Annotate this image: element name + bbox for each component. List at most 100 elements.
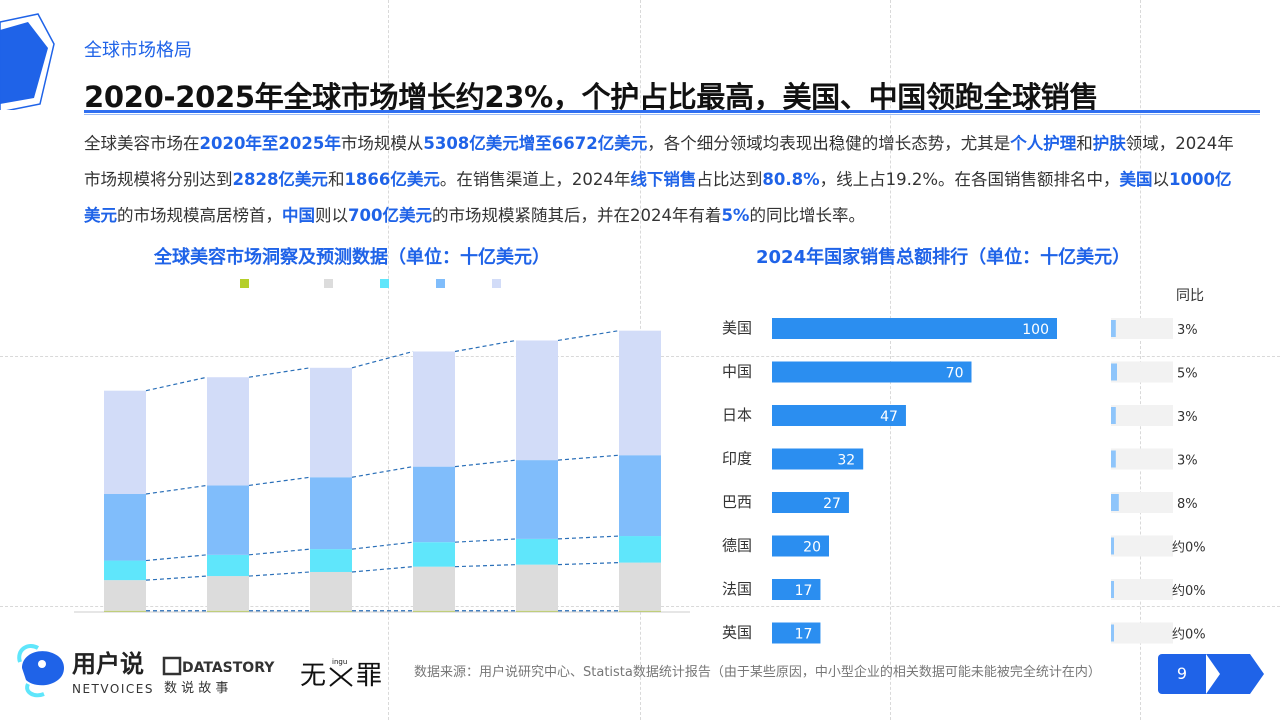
brand-cn: 用户说 — [72, 650, 144, 678]
connector-line — [557, 330, 620, 342]
yoy-bar — [1111, 450, 1116, 468]
summary-text: ，线上占19.2%。在各国销售额排名中， — [819, 170, 1120, 189]
yoy-track — [1111, 622, 1173, 644]
connector-line — [248, 548, 311, 556]
bar-segment-0-3 — [413, 610, 455, 612]
connector-line — [351, 541, 414, 550]
summary-text: 市场规模从 — [340, 134, 424, 153]
summary-text: ，各个细分领域均表现出稳健的增长态势，尤其是 — [647, 134, 1011, 153]
yoy-bar — [1111, 363, 1117, 381]
country-label: 德国 — [722, 537, 752, 555]
country-value-label: 70 — [946, 366, 964, 382]
bar-segment-4-3 — [413, 351, 455, 467]
bar-segment-4-5 — [619, 330, 661, 456]
connector-line — [454, 538, 517, 543]
yoy-track — [1111, 405, 1173, 426]
summary-text: 以 — [1152, 170, 1170, 189]
country-value-label: 47 — [880, 409, 898, 425]
bar-segment-1-1 — [207, 576, 249, 611]
summary-highlight: 个人护理 — [1010, 134, 1077, 153]
footer-logos: 用户说 NETVOICES DATASTORY 数 说 故 事 无 ingu 罪 — [17, 643, 382, 698]
connector-line — [145, 554, 208, 562]
partner-logo-cross — [329, 667, 353, 687]
yoy-track — [1111, 492, 1173, 513]
bar-segment-4-0 — [104, 390, 146, 494]
connector-line — [557, 454, 620, 461]
grid-line — [1140, 0, 1141, 720]
bar-segment-4-4 — [516, 340, 558, 461]
summary-highlight: 1000亿美元 — [84, 170, 1232, 225]
page-number-badge — [1158, 654, 1206, 694]
market-stacked-bar-chart — [74, 330, 690, 613]
country-label: 美国 — [722, 319, 752, 337]
country-label: 印度 — [722, 450, 752, 468]
country-bar — [772, 318, 1057, 339]
country-label: 法国 — [722, 580, 752, 598]
yoy-label: 5% — [1177, 367, 1198, 382]
yoy-label: 约0% — [1172, 584, 1206, 599]
datastory-cn: 数 说 故 事 — [164, 681, 228, 696]
corner-decoration-shape — [0, 13, 55, 110]
country-value-label: 27 — [823, 496, 841, 512]
yoy-bar — [1111, 407, 1116, 424]
summary-highlight: 5% — [721, 206, 750, 225]
country-bar — [772, 535, 829, 557]
yoy-track — [1111, 448, 1173, 470]
yoy-track — [1111, 318, 1173, 339]
bar-segment-1-2 — [310, 571, 352, 611]
bar-segment-3-2 — [310, 477, 352, 550]
bar-segment-1-0 — [104, 580, 146, 611]
summary-text: 全球美容市场在 — [84, 134, 200, 153]
datastory-en: DATASTORY — [182, 660, 275, 676]
yoy-bar — [1111, 494, 1119, 511]
bar-segment-2-0 — [104, 560, 146, 581]
yoy-bar — [1111, 581, 1114, 598]
summary-highlight: 700亿美元 — [348, 206, 432, 225]
country-bar — [772, 492, 849, 513]
bar-segment-0-4 — [516, 610, 558, 612]
bar-segment-0-2 — [310, 610, 352, 612]
country-label: 巴西 — [722, 493, 752, 511]
partner-logo-small: ingu — [332, 658, 347, 666]
country-bar — [772, 579, 821, 600]
connector-line — [454, 564, 517, 568]
yoy-label: 3% — [1177, 410, 1198, 425]
country-value-label: 17 — [795, 583, 813, 599]
data-source-note: 数据来源：用户说研究中心、Statista数据统计报告（由于某些原因，中小型企业… — [414, 665, 1101, 680]
netvoices-logo-icon — [17, 643, 64, 698]
market-chart-title: 全球美容市场洞察及预测数据（单位：十亿美元） — [154, 247, 550, 268]
country-label: 日本 — [722, 406, 752, 424]
summary-text: 和 — [1076, 134, 1093, 153]
summary-text: 领域，2024年市场规模将分别达到 — [84, 134, 1234, 189]
datastory-logo-icon — [162, 656, 182, 676]
summary-paragraph: 全球美容市场在2020年至2025年市场规模从5308亿美元增至6672亿美元，… — [84, 126, 1234, 234]
summary-highlight: 1866亿美元 — [344, 170, 440, 189]
country-bar — [772, 622, 821, 644]
bar-segment-1-4 — [516, 564, 558, 611]
country-label: 英国 — [722, 624, 752, 642]
connector-line — [248, 476, 311, 487]
legend-marker-3 — [436, 279, 445, 288]
bar-segment-3-5 — [619, 455, 661, 537]
summary-highlight: 线下销售 — [630, 170, 697, 189]
next-page-arrow-icon[interactable] — [1206, 654, 1270, 694]
legend-marker-1 — [324, 279, 333, 288]
yoy-bar — [1111, 537, 1114, 555]
bar-segment-4-1 — [207, 377, 249, 486]
country-bar — [772, 448, 864, 470]
bar-segment-0-0 — [104, 610, 146, 612]
country-value-label: 32 — [837, 453, 855, 469]
summary-highlight: 5308亿美元增至6672亿美元 — [423, 134, 648, 153]
legend-marker-2 — [380, 279, 389, 288]
grid-line — [890, 0, 891, 720]
grid-line — [388, 0, 389, 720]
yoy-label: 8% — [1177, 497, 1198, 512]
connector-line — [248, 571, 311, 577]
yoy-bar — [1111, 624, 1114, 642]
summary-text: 和 — [327, 170, 345, 189]
summary-text: 的市场规模紧随其后，并在2024年有着 — [431, 206, 722, 225]
partner-logo-cn: 罪 — [356, 661, 382, 691]
summary-text: 的同比增长率。 — [749, 206, 865, 225]
yoy-track — [1111, 361, 1173, 383]
